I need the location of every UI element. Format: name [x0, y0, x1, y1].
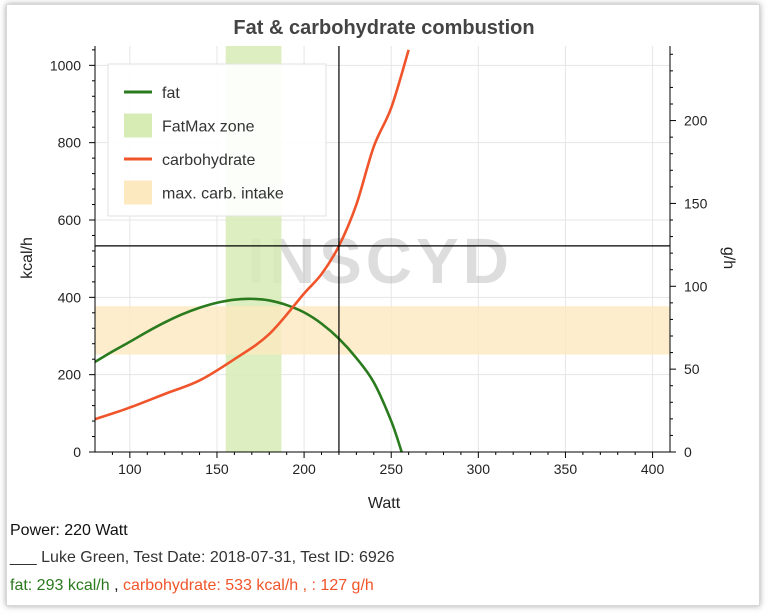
x-tick-label: 150: [205, 461, 229, 477]
x-tick-label: 350: [554, 461, 578, 477]
x-tick-label: 100: [118, 461, 142, 477]
series-layer: [95, 49, 410, 452]
watermark: INSCYD: [247, 225, 513, 297]
power-readout: Power: 220 Watt: [10, 522, 128, 539]
y-tick-label: 600: [58, 212, 82, 228]
fat-line: [95, 297, 403, 452]
y-tick-label: 1000: [50, 57, 81, 73]
y-tick-label: 400: [58, 289, 82, 305]
x-tick-label: 250: [380, 461, 404, 477]
carbohydrate-line: [95, 49, 410, 421]
carb-readout: carbohydrate: 533 kcal/h , : 127 g/h: [122, 577, 374, 594]
legend-fat-label: fat: [162, 85, 180, 102]
chart-title: Fat & carbohydrate combustion: [233, 17, 534, 39]
y2-tick-label: 150: [684, 195, 708, 211]
legend-carb-intake-swatch: [124, 180, 152, 205]
y2-tick-label: 100: [684, 278, 708, 294]
legend-carb-intake-label: max. carb. intake: [162, 186, 284, 203]
y2-axis-label: g/h: [720, 247, 737, 269]
x-tick-label: 400: [641, 461, 665, 477]
values-readout: fat: 293 kcal/h , carbohydrate: 533 kcal…: [10, 577, 374, 595]
legend-fatmax-zone-label: FatMax zone: [162, 119, 255, 136]
legend-carbohydrate-label: carbohydrate: [162, 152, 255, 169]
legend: fat FatMax zone carbohydrate max. carb. int…: [107, 63, 327, 217]
test-info: ___ Luke Green, Test Date: 2018-07-31, T…: [10, 549, 395, 566]
carb-intake-zone: [95, 306, 670, 355]
y-tick-label: 200: [58, 367, 82, 383]
y2-tick-label: 0: [684, 444, 692, 460]
legend-fatmax-zone-swatch: [124, 113, 152, 138]
readout-separator: ,: [109, 577, 123, 594]
y2-tick-label: 200: [684, 113, 708, 129]
y-tick-label: 0: [73, 444, 81, 460]
y-tick-label: 800: [58, 135, 82, 151]
fat-readout: fat: 293 kcal/h: [10, 577, 110, 594]
x-tick-label: 300: [467, 461, 491, 477]
y-axis-label: kcal/h: [19, 237, 36, 279]
x-tick-label: 200: [292, 461, 316, 477]
y2-tick-label: 50: [684, 361, 700, 377]
x-axis-label: Watt: [368, 495, 401, 512]
